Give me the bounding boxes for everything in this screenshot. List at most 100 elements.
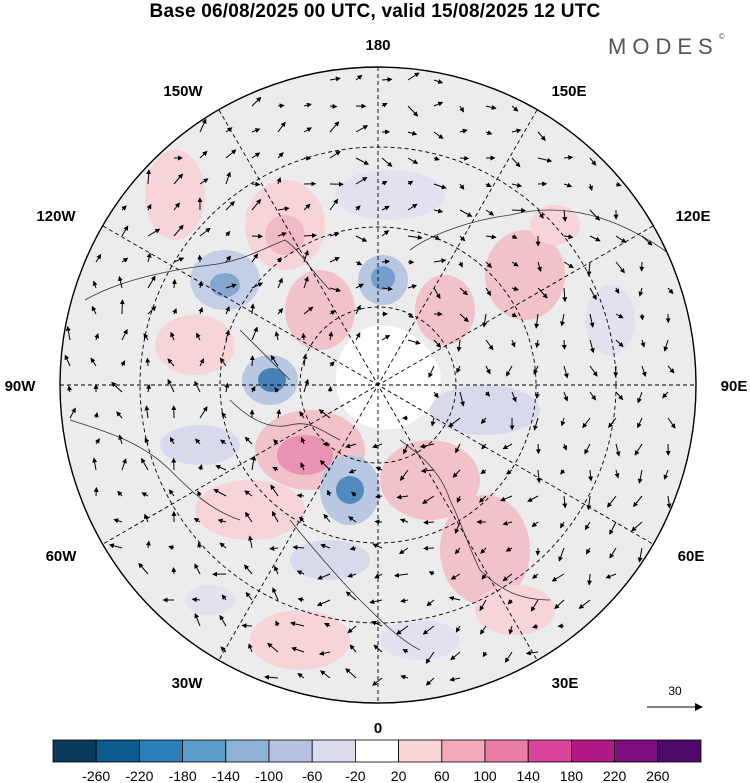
wind-vector [194, 563, 201, 575]
wind-vector [407, 234, 423, 240]
wind-vector [375, 466, 383, 472]
wind-vector [631, 521, 643, 532]
wind-vector [277, 308, 284, 315]
colorbar-box [52, 739, 97, 763]
colorbar: -260 -220 -180 -140 -100 -60 -20 20 60 100 140 180 2… [52, 739, 702, 783]
colorbar-tick-label: -60 [302, 768, 322, 783]
colorbar-tick-label: -180 [169, 768, 197, 783]
wind-vector [348, 468, 357, 474]
wind-vector [606, 495, 617, 508]
wind-vector [194, 380, 201, 393]
wind-vector [454, 521, 461, 535]
wind-vector [371, 621, 383, 627]
wind-vector [225, 283, 237, 289]
wind-vector [221, 412, 227, 419]
wind-vector [291, 646, 305, 653]
wind-vector [270, 355, 279, 367]
colorbar-box [614, 739, 659, 763]
colorbar-box [527, 739, 572, 763]
wind-vector [511, 234, 518, 239]
wind-vector [615, 261, 625, 274]
wind-vector [485, 365, 491, 375]
wind-vector [588, 469, 594, 482]
wind-vector [145, 540, 151, 549]
wind-vector [485, 130, 493, 135]
wind-vector [615, 313, 624, 319]
wind-vector [303, 306, 314, 315]
wind-vector [243, 564, 253, 575]
wind-vector [276, 177, 282, 185]
wind-vector [355, 177, 368, 185]
wind-vector [251, 128, 261, 133]
wind-vector [318, 409, 331, 419]
colorbar-box [571, 739, 616, 763]
wind-vector [459, 105, 465, 113]
wind-vector [117, 490, 123, 497]
wind-vector [248, 535, 253, 549]
wind-vector [449, 676, 461, 682]
wind-vector [191, 597, 201, 603]
wind-vector [563, 391, 569, 402]
wind-vector [121, 458, 127, 471]
wind-vector [423, 519, 435, 525]
label-150e: 150E [551, 83, 586, 100]
wind-vector [480, 469, 487, 474]
wind-vector [589, 313, 595, 328]
wind-vectors [64, 72, 676, 686]
polar-cap [335, 325, 441, 430]
wind-vector [274, 387, 280, 393]
colorbar-tick-label: -20 [345, 768, 365, 783]
wind-vector [319, 460, 331, 471]
wind-vector [172, 308, 177, 315]
wind-vector [324, 623, 331, 628]
wind-vector [121, 328, 128, 341]
wind-vector [535, 391, 541, 399]
wind-vector [355, 205, 361, 211]
wind-vector [196, 332, 201, 341]
wind-vector [407, 339, 421, 345]
wind-vector [531, 521, 539, 528]
wind-vector [220, 439, 227, 445]
wind-vector [251, 152, 261, 159]
wind-vector [537, 287, 548, 299]
wind-vector [609, 547, 617, 559]
wind-vector [641, 365, 647, 378]
wind-vector [113, 518, 123, 524]
wind-vector [480, 547, 487, 554]
wind-vector [586, 261, 592, 277]
wind-vector [407, 203, 418, 211]
wind-vector [249, 355, 255, 367]
wind-vector [120, 360, 126, 367]
wind-vector [345, 591, 357, 601]
wind-vector [329, 361, 335, 367]
wind-vector [400, 469, 409, 482]
wind-vector [433, 235, 441, 241]
wind-vector [511, 207, 527, 213]
wind-vector [348, 516, 357, 523]
wind-vector [197, 490, 202, 497]
wind-vector [349, 644, 357, 653]
wind-vector [297, 673, 305, 679]
wind-vector [116, 411, 123, 419]
wind-vector [297, 597, 305, 603]
wind-vector [396, 625, 409, 635]
wind-vector [381, 334, 391, 341]
wind-vector [402, 649, 409, 654]
wind-vector [145, 357, 151, 367]
wind-vector [511, 182, 523, 188]
wind-vector [667, 365, 675, 374]
wind-vector [372, 543, 383, 549]
wind-vector [303, 233, 317, 239]
wind-vector [217, 518, 227, 524]
wind-vector [245, 591, 253, 601]
wind-vector [271, 510, 279, 523]
wind-vector [329, 310, 336, 316]
wind-vector [561, 339, 567, 350]
colorbar-tick-label: 140 [517, 768, 541, 783]
wind-vector [480, 417, 487, 424]
wind-vector [433, 183, 447, 190]
wind-vector [146, 252, 152, 263]
label-180: 180 [365, 37, 390, 54]
wind-vector [560, 521, 565, 529]
wind-vector [275, 620, 280, 627]
